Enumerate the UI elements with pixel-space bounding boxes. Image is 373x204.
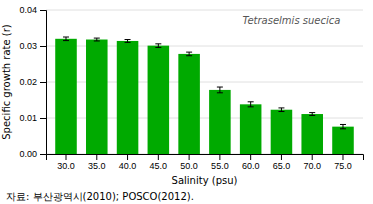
x-tick-label: 55.0 — [211, 161, 229, 171]
y-axis: 0.00 0.01 0.02 0.03 0.04 — [19, 5, 46, 159]
error-bar — [278, 108, 284, 112]
error-bar — [248, 102, 254, 107]
bar — [55, 39, 77, 154]
y-tick-mark — [40, 154, 46, 155]
x-axis-line — [47, 155, 364, 161]
y-tick: 0.02 — [19, 77, 46, 87]
y-tick-mark — [40, 118, 46, 119]
x-tick-label: 30.0 — [57, 161, 75, 171]
x-tick: 55.0 — [211, 154, 229, 171]
error-bar — [186, 52, 192, 56]
annotation: Tetraselmis suecica — [243, 15, 341, 26]
y-axis-line — [40, 11, 47, 155]
y-tick-label: 0.04 — [19, 5, 37, 15]
y-tick: 0.00 — [19, 149, 46, 159]
bar — [240, 104, 262, 154]
bar — [148, 46, 170, 154]
plot: 30.0 35.0 40.0 45.0 50.0 55.0 60.0 65.0 70.0 75.0… — [19, 5, 363, 171]
x-tick-mark — [281, 154, 282, 160]
error-bar — [309, 113, 315, 116]
x-tick-label: 50.0 — [180, 161, 198, 171]
x-tick-label: 70.0 — [303, 161, 321, 171]
bar — [271, 110, 293, 154]
x-tick: 65.0 — [273, 154, 291, 171]
x-axis-title: Salinity (psu) — [172, 175, 238, 186]
error-bar — [125, 40, 131, 43]
x-tick-label: 40.0 — [119, 161, 137, 171]
x-tick: 45.0 — [150, 154, 168, 171]
y-tick-label: 0.02 — [19, 77, 37, 87]
x-tick-label: 60.0 — [242, 161, 260, 171]
y-tick-mark — [40, 82, 46, 83]
x-tick: 35.0 — [88, 154, 106, 171]
x-tick: 30.0 — [57, 154, 75, 171]
y-tick-mark — [40, 46, 46, 47]
y-tick-label: 0.01 — [19, 113, 37, 123]
footnote: 자료: 부산광역시(2010); POSCO(2012). — [6, 191, 194, 202]
y-tick: 0.01 — [19, 113, 46, 123]
x-tick-mark — [250, 154, 251, 160]
x-tick-mark — [96, 154, 97, 160]
error-bar — [340, 124, 346, 128]
y-tick-label: 0.00 — [19, 149, 37, 159]
chart: 30.0 35.0 40.0 45.0 50.0 55.0 60.0 65.0 70.0 75.0… — [0, 0, 373, 204]
marks — [55, 37, 354, 154]
y-tick: 0.04 — [19, 5, 46, 15]
x-tick-mark — [127, 154, 128, 160]
x-tick: 50.0 — [180, 154, 198, 171]
x-tick-label: 35.0 — [88, 161, 106, 171]
x-tick: 60.0 — [242, 154, 260, 171]
error-bar — [217, 87, 223, 93]
bar — [86, 40, 108, 154]
error-bar — [63, 37, 69, 41]
bar — [332, 127, 354, 154]
x-tick-mark — [66, 154, 67, 160]
y-tick-mark — [40, 10, 46, 11]
error-bar — [94, 38, 100, 41]
x-tick-mark — [219, 154, 220, 160]
x-tick-mark — [189, 154, 190, 160]
x-tick-label: 45.0 — [150, 161, 168, 171]
x-axis: 30.0 35.0 40.0 45.0 50.0 55.0 60.0 65.0 70.0 75.0 — [47, 154, 364, 171]
bar — [209, 90, 231, 154]
x-tick-mark — [158, 154, 159, 160]
x-tick: 40.0 — [119, 154, 137, 171]
bar — [117, 41, 139, 154]
bar — [301, 114, 323, 154]
x-tick-label: 75.0 — [334, 161, 352, 171]
error-bar — [155, 44, 161, 48]
grid-line — [46, 10, 363, 11]
y-tick-label: 0.03 — [19, 41, 37, 51]
x-tick: 70.0 — [303, 154, 321, 171]
x-tick: 75.0 — [334, 154, 352, 171]
grid — [46, 10, 363, 154]
x-tick-label: 65.0 — [273, 161, 291, 171]
y-tick: 0.03 — [19, 41, 46, 51]
bar — [178, 54, 200, 154]
x-tick-mark — [342, 154, 343, 160]
y-axis-title: Specific growth rate (r) — [1, 24, 12, 140]
x-tick-mark — [312, 154, 313, 160]
